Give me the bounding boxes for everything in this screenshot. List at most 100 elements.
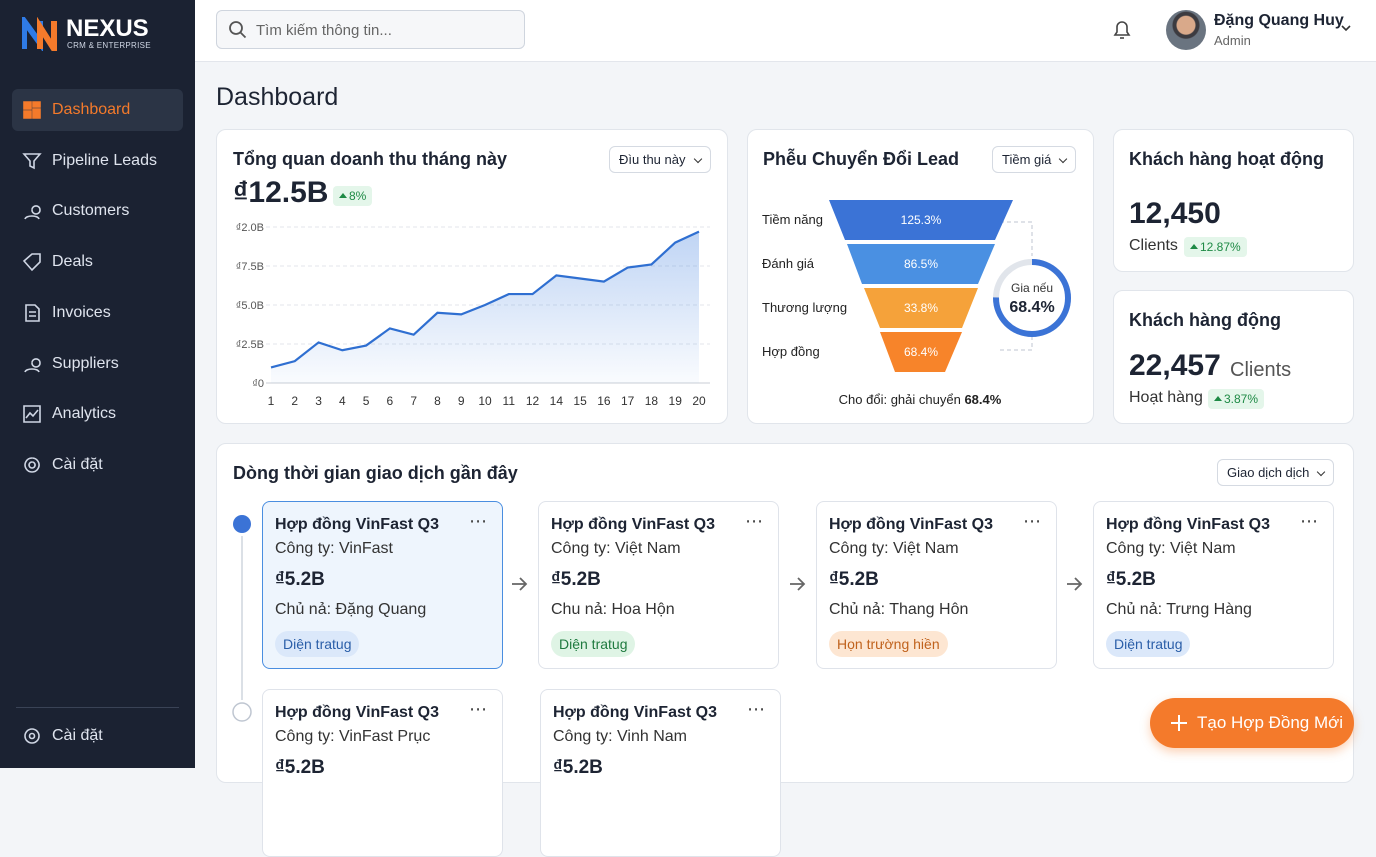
nav-item[interactable]: Cài đặt [12,715,183,757]
icon-path [24,205,41,220]
nav-icon [24,357,41,372]
nav-icon [22,152,42,169]
deal-title: Hợp đồng VinFast Q3 [1106,516,1270,533]
nav-item[interactable]: Dashboard [12,89,183,131]
brand-name: NEXUS [66,15,149,42]
kpi-value: 22,457 [1129,349,1221,382]
topbar: Tìm kiếm thông tin... Đặng Quang Huy Adm… [195,0,1376,62]
nav-item[interactable]: Invoices [12,292,183,334]
nav-label: Suppliers [52,354,119,372]
deal-amount: ₫5.2B [829,569,879,590]
filter[interactable]: Giao dịch dịch [1217,459,1335,486]
icon-path [25,303,40,322]
more-menu[interactable]: ⋯ [469,699,488,719]
kpi-sub: Hoạt hàng [1129,389,1203,406]
deal-amount: ₫5.2B [553,757,603,778]
deal-status: Diện tratug [275,631,360,657]
deal-status: Họn trường hiền [829,631,948,657]
more-menu[interactable]: ⋯ [1300,511,1319,531]
deal-amount: ₫5.2B [1106,569,1156,590]
nav-item[interactable]: Cài đặt [12,444,183,486]
page-title: Dashboard [216,83,339,111]
card-title: Phễu Chuyển Đổi Lead [763,149,960,169]
nav-label: Customers [52,202,130,220]
more-menu[interactable]: ⋯ [747,699,766,719]
nav-label: Dashboard [52,101,131,118]
deal-card[interactable]: Hợp đồng VinFast Q3 ⋯ Công ty: Việt Nam ₫5.… [1093,501,1334,669]
deal-company: Công ty: Việt Nam [1106,540,1236,557]
nav-label: Invoices [52,303,111,321]
icon-path [23,101,41,119]
icon-path [23,405,41,423]
nav-icon [24,457,40,473]
deal-owner: Chủ nả: Đặng Quang [275,601,427,618]
nav-icon [23,405,41,423]
deal-card[interactable]: Hợp đồng VinFast Q3 ⋯ Công ty: VinFast Prụ… [262,689,503,857]
deal-title: Hợp đồng VinFast Q3 [275,704,439,721]
nav-item[interactable]: Customers [12,190,183,232]
deal-title: Hợp đồng VinFast Q3 [551,516,715,533]
kpi-card: Khách hàng hoạt động 12,450 Clients 12.8… [1113,129,1354,272]
deal-company: Công ty: VinFast Prục [275,728,431,745]
deal-title: Hợp đồng VinFast Q3 [275,516,439,533]
deal-title: Hợp đồng VinFast Q3 [829,516,993,533]
divider [16,707,179,708]
deal-owner: Chủ nả: Thang Hôn [829,601,969,618]
card-title: Khách hàng động [1129,310,1281,330]
deal-amount: ₫5.2B [275,757,325,778]
nav-item[interactable]: Suppliers [12,343,183,385]
card-title: Tổng quan doanh thu tháng này [233,149,507,169]
deal-status: Diện tratug [551,631,636,657]
nav-icon [24,205,41,220]
nav-icon [23,101,41,119]
funnel-card: Phễu Chuyển Đổi Lead Tiềm giá [747,129,1094,424]
nav-item[interactable]: Analytics [12,393,183,435]
kpi-unit: Clients [1129,237,1178,254]
deal-owner: Chu nả: Hoa Hộn [551,601,675,618]
filter[interactable]: Đìu thu này [609,146,711,173]
card-title: Dòng thời gian giao dịch gần đây [233,463,518,483]
icon-path [24,357,41,372]
more-menu[interactable]: ⋯ [469,511,488,531]
chevron[interactable] [1340,24,1352,34]
nav-label: Analytics [52,405,117,423]
icon-path [24,457,40,473]
deal-company: Công ty: Việt Nam [551,540,681,557]
deal-status: Diện tratug [1106,631,1191,657]
deal-company: Công ty: Vinh Nam [553,728,687,745]
brand-tagline: CRM & ENTERPRISE [67,41,151,50]
deal-amount: ₫5.2B [275,569,325,590]
deal-card[interactable]: Hợp đồng VinFast Q3 ⋯ Công ty: Việt Nam ₫5.… [538,501,779,669]
nav-icon [22,253,41,272]
revenue-total: ₫12.5B [233,176,329,209]
user-name: Đặng Quang Huy [1214,12,1344,29]
icon-path [22,253,41,272]
card-title: Khách hàng hoạt động [1129,149,1324,169]
revenue-card: Tổng quan doanh thu tháng này Đìu thu nà… [216,129,728,424]
change-badge: 3.87% [1208,389,1265,409]
filter[interactable]: Tiềm giá [992,146,1077,173]
kpi-unit: Clients [1230,359,1292,381]
deal-card[interactable]: Hợp đồng VinFast Q3 ⋯ Công ty: Việt Nam ₫5.… [816,501,1057,669]
nav-label: Pipeline Leads [52,151,157,169]
icon-path [22,152,42,169]
bell-icon[interactable] [1112,18,1132,42]
nav-item[interactable]: Deals [12,241,183,283]
kpi-card: Khách hàng động 22,457 Clients Hoạt hàng… [1113,290,1354,424]
logo [22,17,57,51]
user-role: Admin [1214,33,1251,48]
sidebar: NEXUS CRM & ENTERPRISE Dashboard Pipeline… [0,0,195,768]
nav-icon [25,303,40,322]
more-menu[interactable]: ⋯ [745,511,764,531]
deal-owner: Chủ nả: Trưng Hàng [1106,601,1252,618]
nav-label: Deals [52,253,93,271]
search-box[interactable]: Tìm kiếm thông tin... [216,10,525,49]
change-badge: 8% [333,186,373,206]
more-menu[interactable]: ⋯ [1023,511,1042,531]
create-button[interactable]: Tạo Hợp Đồng Mới [1150,698,1354,748]
deal-card[interactable]: Hợp đồng VinFast Q3 ⋯ Công ty: VinFast ₫5.2… [262,501,503,669]
nav-item[interactable]: Pipeline Leads [12,140,183,182]
avatar[interactable] [1166,10,1206,50]
deal-card[interactable]: Hợp đồng VinFast Q3 ⋯ Công ty: Vinh Nam ₫5.… [540,689,781,857]
page: NEXUS CRM & ENTERPRISE Dashboard Pipeline… [0,0,1376,768]
